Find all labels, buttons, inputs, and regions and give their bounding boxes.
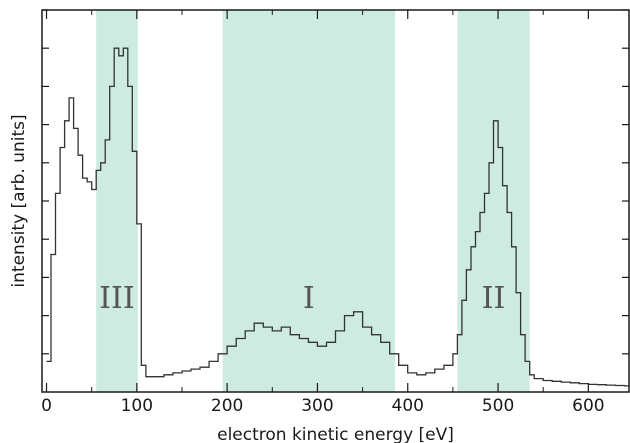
series-line-0 (46, 47, 629, 387)
x-tick-label: 100 (121, 396, 153, 416)
region-III (96, 10, 138, 392)
x-tick-label: 0 (41, 396, 52, 416)
region-I (222, 10, 396, 392)
region-II (457, 10, 530, 392)
y-axis-label: intensity [arb. units] (9, 114, 29, 287)
x-tick-label: 200 (211, 396, 243, 416)
series-layer (46, 47, 629, 387)
x-axis-label: electron kinetic energy [eV] (217, 425, 454, 443)
region-label-III: III (99, 281, 135, 316)
region-label-I: I (303, 281, 315, 316)
x-tick-label: 400 (392, 396, 424, 416)
region-label-II: II (482, 281, 506, 316)
x-tick-label: 500 (482, 396, 514, 416)
x-tick-label: 300 (301, 396, 333, 416)
highlight-regions: III I II (96, 10, 530, 392)
axis-ticks: 0 100 200 300 400 500 600 (41, 9, 629, 416)
x-tick-label: 600 (572, 396, 604, 416)
